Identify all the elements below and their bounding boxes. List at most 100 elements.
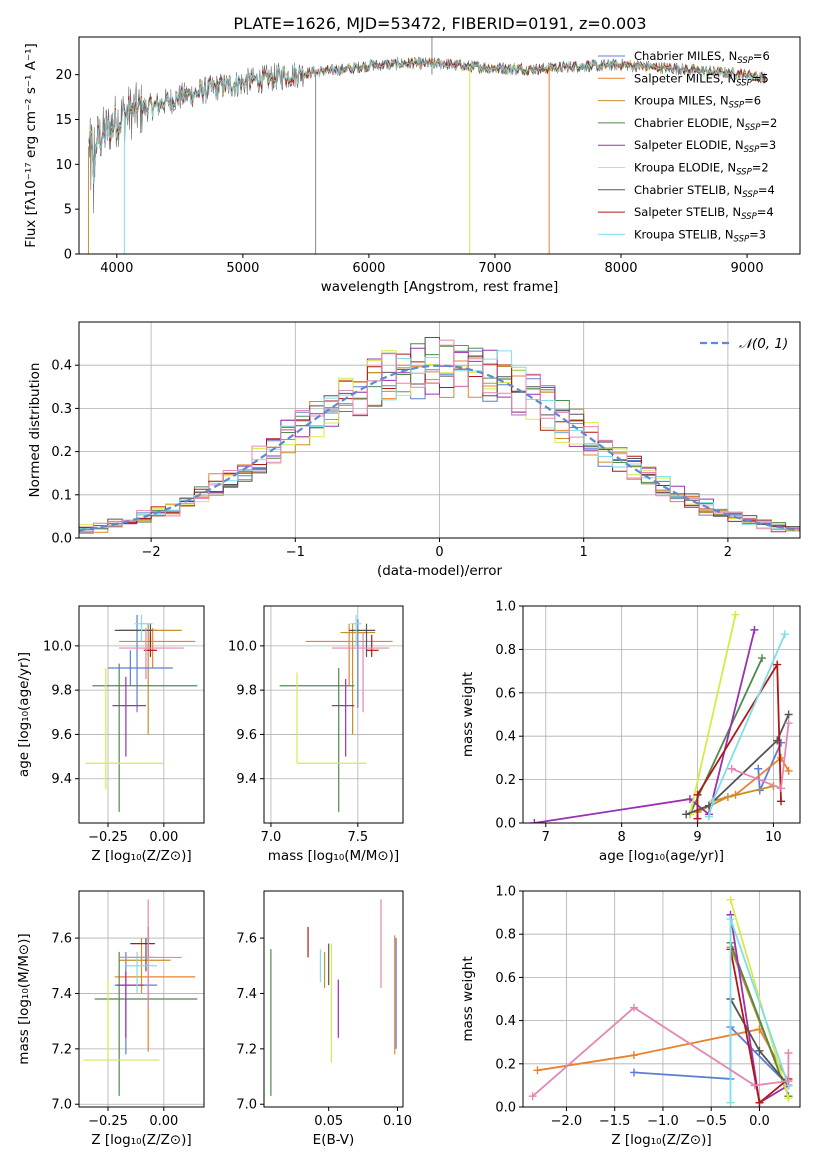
massweight-point-marker bbox=[777, 797, 786, 806]
massweight-point-marker bbox=[629, 1051, 638, 1060]
x-tick-label: −0.5 bbox=[695, 1114, 727, 1129]
y-tick-label: 0.8 bbox=[495, 928, 516, 943]
massweight-point-marker bbox=[754, 764, 763, 773]
plot-area bbox=[85, 614, 198, 812]
errorbar-point bbox=[114, 951, 158, 1055]
y-tick-label: 7.2 bbox=[51, 1042, 72, 1057]
y-tick-label: 7.6 bbox=[236, 932, 257, 947]
errorbar-point bbox=[114, 623, 153, 651]
errorbar-point bbox=[116, 971, 144, 1038]
y-tick-label: 7.6 bbox=[51, 932, 72, 947]
axes-frame bbox=[78, 36, 801, 255]
y-tick-label: 9.8 bbox=[51, 684, 72, 699]
x-tick-label: 7.0 bbox=[261, 830, 282, 845]
massweight-point-marker bbox=[708, 797, 717, 806]
x-tick-label: 9 bbox=[693, 830, 701, 845]
legend-entry-label: 𝒩(0, 1) bbox=[739, 336, 788, 352]
massweight-vs-metallicity-plot: −2.0 −1.5 −1.0 −0.5 0.0 0.0 0.2 0.4 0.6 0.8 1.0 Z [… bbox=[460, 885, 801, 1148]
errorbar-point bbox=[125, 951, 158, 994]
mass-vs-ebv-plot: 0.05 0.10 7.0 7.2 7.4 7.6 E(B-V) bbox=[236, 890, 412, 1148]
y-tick-label: 10.0 bbox=[43, 639, 72, 654]
massweight-series-line bbox=[534, 629, 756, 823]
massweight-point-marker bbox=[682, 810, 691, 819]
massweight-series-line bbox=[696, 661, 782, 819]
y-tick-label: 9.4 bbox=[51, 772, 72, 787]
axes-frame bbox=[78, 890, 205, 1108]
legend-entry-label: Salpeter MILES, NSSP=5 bbox=[634, 71, 769, 88]
massweight-point-marker bbox=[784, 1049, 793, 1057]
massweight-point-marker bbox=[750, 1081, 759, 1090]
y-tick-label: 7.0 bbox=[236, 1098, 257, 1113]
y-tick-label: 10.0 bbox=[228, 639, 257, 654]
x-tick-label: 0.05 bbox=[314, 1114, 343, 1129]
errorbar-point bbox=[305, 623, 393, 686]
axes-frame bbox=[263, 605, 404, 824]
x-tick-label: 5000 bbox=[226, 261, 259, 276]
massweight-point-marker bbox=[727, 764, 736, 773]
errorbar-point bbox=[349, 623, 376, 657]
y-tick-label: 0.2 bbox=[495, 773, 516, 788]
x-axis-label: Z [log₁₀(Z/Z⊙)] bbox=[91, 1132, 191, 1148]
x-tick-label: 0.0 bbox=[749, 1114, 770, 1129]
errorbar-point bbox=[130, 927, 155, 958]
grid-lines bbox=[264, 606, 403, 823]
plot-area bbox=[87, 37, 767, 254]
massweight-point-marker bbox=[780, 630, 789, 639]
y-tick-label: 0.6 bbox=[495, 686, 516, 701]
errorbar-point bbox=[92, 663, 198, 812]
massweight-series-line bbox=[729, 942, 790, 1097]
massweight-point-marker bbox=[784, 719, 793, 728]
y-tick-label: 5 bbox=[64, 203, 72, 218]
spectrum-model-line bbox=[88, 57, 766, 184]
axes-frame bbox=[263, 890, 404, 1108]
age-vs-metallicity-plot: −0.25 0.00 9.4 9.6 9.8 10.0 Z [log₁₀(Z/Z⊙)] age… bbox=[16, 605, 205, 864]
massweight-point-marker bbox=[726, 895, 735, 904]
x-tick-label: 9000 bbox=[731, 261, 764, 276]
x-tick-label: 6000 bbox=[352, 261, 385, 276]
y-tick-label: 0.3 bbox=[51, 402, 72, 417]
errorbar-point bbox=[94, 951, 198, 1096]
y-tick-label: 20 bbox=[55, 68, 72, 83]
x-tick-label: 7 bbox=[542, 830, 550, 845]
x-tick-label: 7.5 bbox=[347, 830, 368, 845]
x-tick-label: 0.00 bbox=[149, 1114, 178, 1129]
axes-frame bbox=[522, 605, 801, 824]
x-axis-label: Z [log₁₀(Z/Z⊙)] bbox=[91, 848, 191, 864]
x-tick-label: 0.10 bbox=[383, 1114, 412, 1129]
plot-area bbox=[279, 614, 393, 812]
errorbar-point bbox=[366, 634, 379, 657]
errorbar-point bbox=[279, 668, 355, 812]
x-tick-label: −1 bbox=[286, 545, 305, 560]
legend-entry-label: Kroupa STELIB, NSSP=3 bbox=[634, 227, 766, 244]
massweight-point-marker bbox=[533, 1066, 542, 1075]
y-axis-label: mass weight bbox=[460, 672, 476, 757]
massweight-point-marker bbox=[777, 784, 786, 793]
y-tick-label: 10 bbox=[55, 158, 72, 173]
legend-entry-label: Salpeter ELODIE, NSSP=3 bbox=[634, 138, 776, 155]
massweight-point-marker bbox=[750, 625, 759, 634]
spectrum-legend: Chabrier MILES, NSSP=6 Salpeter MILES, NS… bbox=[598, 49, 777, 244]
x-tick-label: 4000 bbox=[100, 261, 133, 276]
y-tick-label: 0.0 bbox=[495, 1101, 516, 1116]
massweight-point-marker bbox=[755, 1046, 764, 1055]
massweight-point-marker bbox=[704, 812, 713, 821]
legend-entry-label: Kroupa MILES, NSSP=6 bbox=[634, 94, 761, 111]
x-axis-label: (data-model)/error bbox=[377, 563, 503, 579]
x-axis-label: wavelength [Angstrom, rest frame] bbox=[321, 279, 559, 295]
x-axis-label: mass [log₁₀(M/M⊙)] bbox=[268, 848, 399, 864]
massweight-point-marker bbox=[726, 915, 735, 924]
y-tick-label: 7.4 bbox=[51, 987, 72, 1002]
legend-entry-label: Chabrier STELIB, NSSP=4 bbox=[634, 183, 775, 200]
x-tick-label: 8 bbox=[618, 830, 626, 845]
plot-area bbox=[79, 337, 800, 534]
y-axis-label: Flux [fλ10⁻¹⁷ erg cm⁻² s⁻¹ A⁻¹] bbox=[23, 43, 39, 248]
legend-entry-label: Chabrier ELODIE, NSSP=2 bbox=[634, 116, 777, 133]
x-tick-label: −2.0 bbox=[551, 1114, 583, 1129]
x-axis-label: age [log₁₀(age/yr)] bbox=[599, 848, 724, 864]
errorbar-point bbox=[350, 614, 362, 646]
x-tick-label: 2 bbox=[724, 545, 732, 560]
y-tick-label: 1.0 bbox=[495, 600, 516, 615]
massweight-point-marker bbox=[530, 819, 539, 823]
x-tick-label: −0.25 bbox=[88, 830, 128, 845]
y-tick-label: 9.6 bbox=[51, 728, 72, 743]
